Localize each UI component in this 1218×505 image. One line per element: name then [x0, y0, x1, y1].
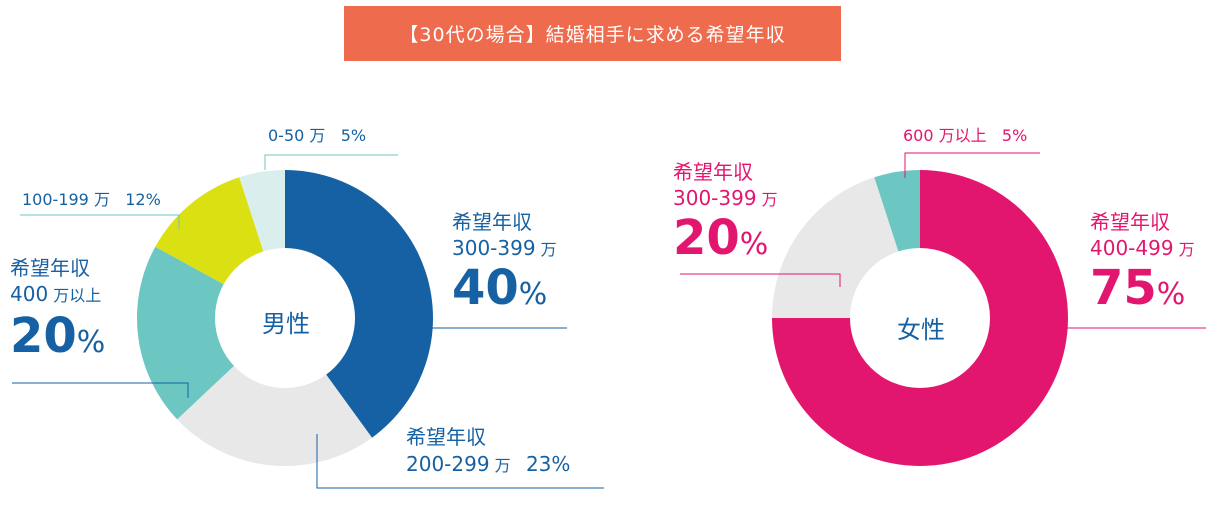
male-label-400-over: 希望年収 400 万以上 20% — [10, 256, 106, 364]
leader-male-300 — [385, 327, 567, 346]
leader-male-400 — [12, 382, 189, 398]
leader-male-200 — [316, 434, 604, 489]
chart-title: 【30代の場合】結婚相手に求める希望年収 — [399, 24, 786, 46]
male-donut — [137, 170, 433, 466]
female-slice-1 — [772, 177, 899, 318]
female-label-300-399: 希望年収 300-399 万 20% — [673, 160, 778, 266]
female-center-label: 女性 — [897, 316, 945, 344]
male-label-200-299: 希望年収 200-299 万 23% — [406, 425, 571, 476]
male-label-100-199: 100-199 万 12% — [22, 190, 161, 209]
male-slice-0 — [285, 170, 433, 438]
male-slice-2 — [137, 246, 234, 420]
male-leader-lines — [12, 327, 604, 489]
male-slice-1 — [177, 365, 372, 466]
male-leader-lines-light — [20, 154, 398, 229]
male-slice-3 — [155, 177, 264, 285]
leader-female-400 — [1020, 327, 1206, 346]
female-slice-0 — [772, 170, 1068, 466]
male-label-0-50: 0-50 万 5% — [268, 126, 367, 145]
female-label-600-over: 600 万以上 5% — [903, 126, 1028, 145]
leader-female-300 — [680, 273, 841, 287]
female-slice-2 — [874, 170, 920, 252]
male-slice-4 — [239, 170, 285, 252]
chart-title-banner: 【30代の場合】結婚相手に求める希望年収 — [344, 6, 841, 61]
leader-female-600 — [904, 152, 1040, 178]
female-donut — [772, 170, 1068, 466]
male-center-label: 男性 — [262, 310, 310, 338]
leader-male-0-50 — [264, 154, 398, 170]
male-label-300-399: 希望年収 300-399 万 40% — [452, 210, 557, 316]
female-label-400-499: 希望年収 400-499 万 75% — [1090, 210, 1195, 316]
leader-male-100 — [20, 214, 180, 229]
female-leader-lines — [680, 152, 1206, 346]
